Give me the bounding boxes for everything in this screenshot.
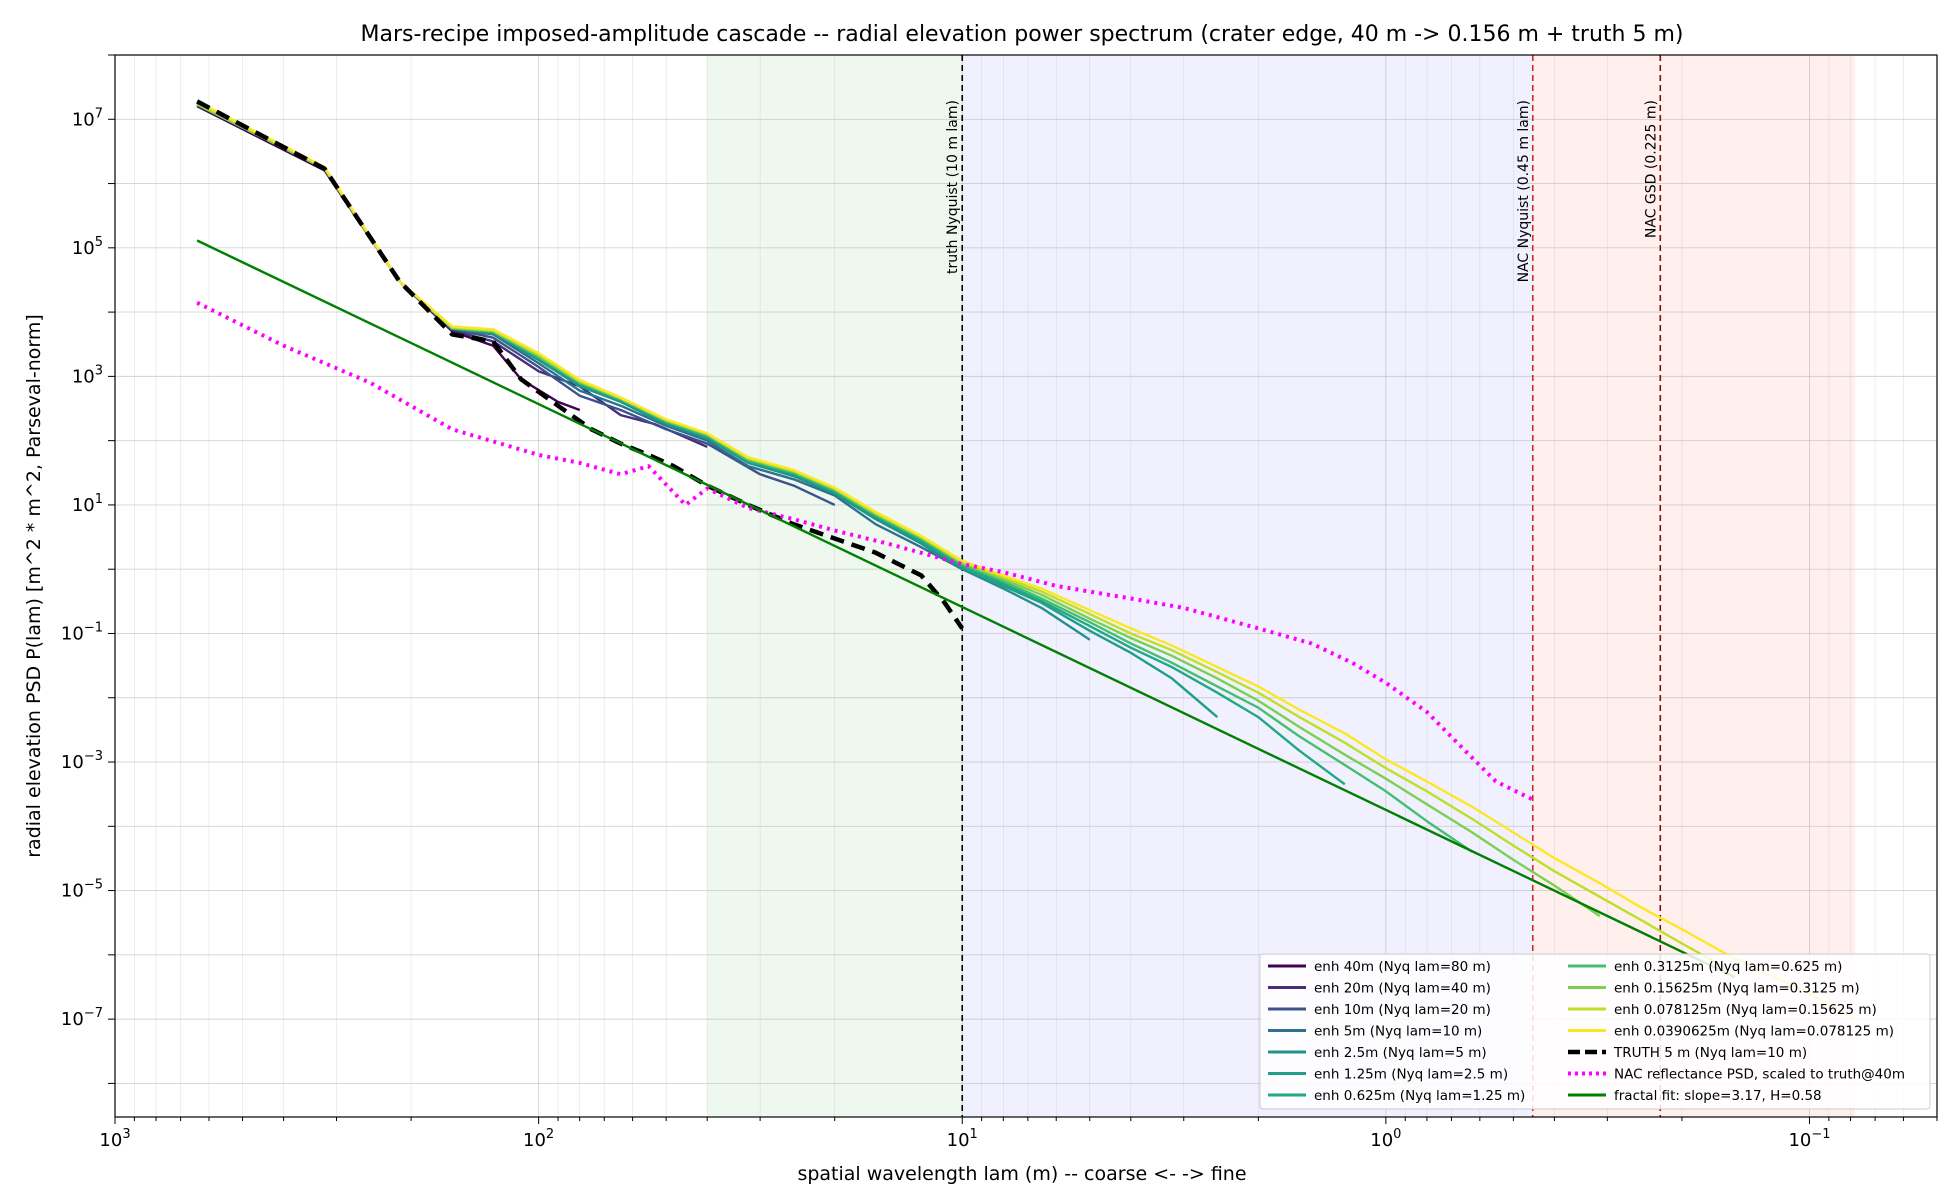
chart-title: Mars-recipe imposed-amplitude cascade --… [361,22,1684,47]
y-tick-label: 103 [72,363,103,387]
y-tick-label: 101 [72,492,103,516]
y-tick-label: 10−3 [61,749,103,773]
series-line-11 [196,99,965,630]
y-tick-label: 107 [72,106,103,130]
series-lines [196,99,1856,1021]
x-tick-label: 100 [1370,1127,1401,1151]
x-axis-ticks: 103 102 101 100 10−1 [99,1117,1938,1151]
x-axis-label: spatial wavelength lam (m) -- coarse <- … [797,1163,1246,1185]
legend-label: enh 40m (Nyq lam=80 m) [1314,959,1491,975]
y-tick-label: 10−5 [61,878,103,902]
series-line-10 [196,100,1856,1021]
legend-label: enh 0.3125m (Nyq lam=0.625 m) [1614,959,1842,975]
y-axis-ticks: 107 105 103 101 10−1 10−3 10−5 10−7 [61,54,115,1084]
x-tick-label: 103 [99,1127,130,1151]
plot-frame [114,54,1938,1118]
legend-label: enh 0.078125m (Nyq lam=0.15625 m) [1614,1002,1877,1018]
grid-lines [115,55,1937,1117]
shaded-band-1 [962,55,1533,1117]
legend: enh 40m (Nyq lam=80 m) enh 20m (Nyq lam=4… [1259,953,1931,1110]
x-tick-label: 102 [523,1127,554,1151]
legend-label: enh 5m (Nyq lam=10 m) [1314,1024,1482,1040]
legend-label: NAC reflectance PSD, scaled to truth@40m [1614,1067,1905,1083]
legend-label: enh 0.15625m (Nyq lam=0.3125 m) [1614,981,1860,997]
legend-label: TRUTH 5 m (Nyq lam=10 m) [1613,1045,1807,1061]
series-line-13 [196,239,1736,979]
reference-vline-labels: truth Nyquist (10 m lam) NAC Nyquist (0.4… [945,100,1659,282]
reference-vlines [961,55,1662,1117]
shaded-band-2 [1532,55,1856,1117]
legend-label: enh 2.5m (Nyq lam=5 m) [1314,1045,1487,1061]
y-tick-label: 105 [72,235,103,259]
legend-label: enh 0.0390625m (Nyq lam=0.078125 m) [1614,1024,1894,1040]
legend-label: enh 0.625m (Nyq lam=1.25 m) [1314,1088,1525,1104]
vline-label-0: truth Nyquist (10 m lam) [945,100,961,274]
x-tick-label: 10−1 [1788,1127,1830,1151]
legend-label: enh 10m (Nyq lam=20 m) [1314,1002,1491,1018]
vline-label-2: NAC GSD (0.225 m) [1643,100,1659,238]
legend-label: enh 20m (Nyq lam=40 m) [1314,981,1491,997]
y-axis-label: radial elevation PSD P(lam) [m^2 * m^2, … [23,314,45,858]
series-line-12 [196,300,1534,802]
x-tick-label: 101 [947,1127,978,1151]
vline-label-1: NAC Nyquist (0.45 m lam) [1516,100,1532,282]
legend-label: enh 1.25m (Nyq lam=2.5 m) [1314,1067,1508,1083]
legend-label: fractal fit: slope=3.17, H=0.58 [1614,1088,1822,1104]
y-tick-label: 10−1 [61,620,103,644]
y-tick-label: 10−7 [61,1006,103,1030]
